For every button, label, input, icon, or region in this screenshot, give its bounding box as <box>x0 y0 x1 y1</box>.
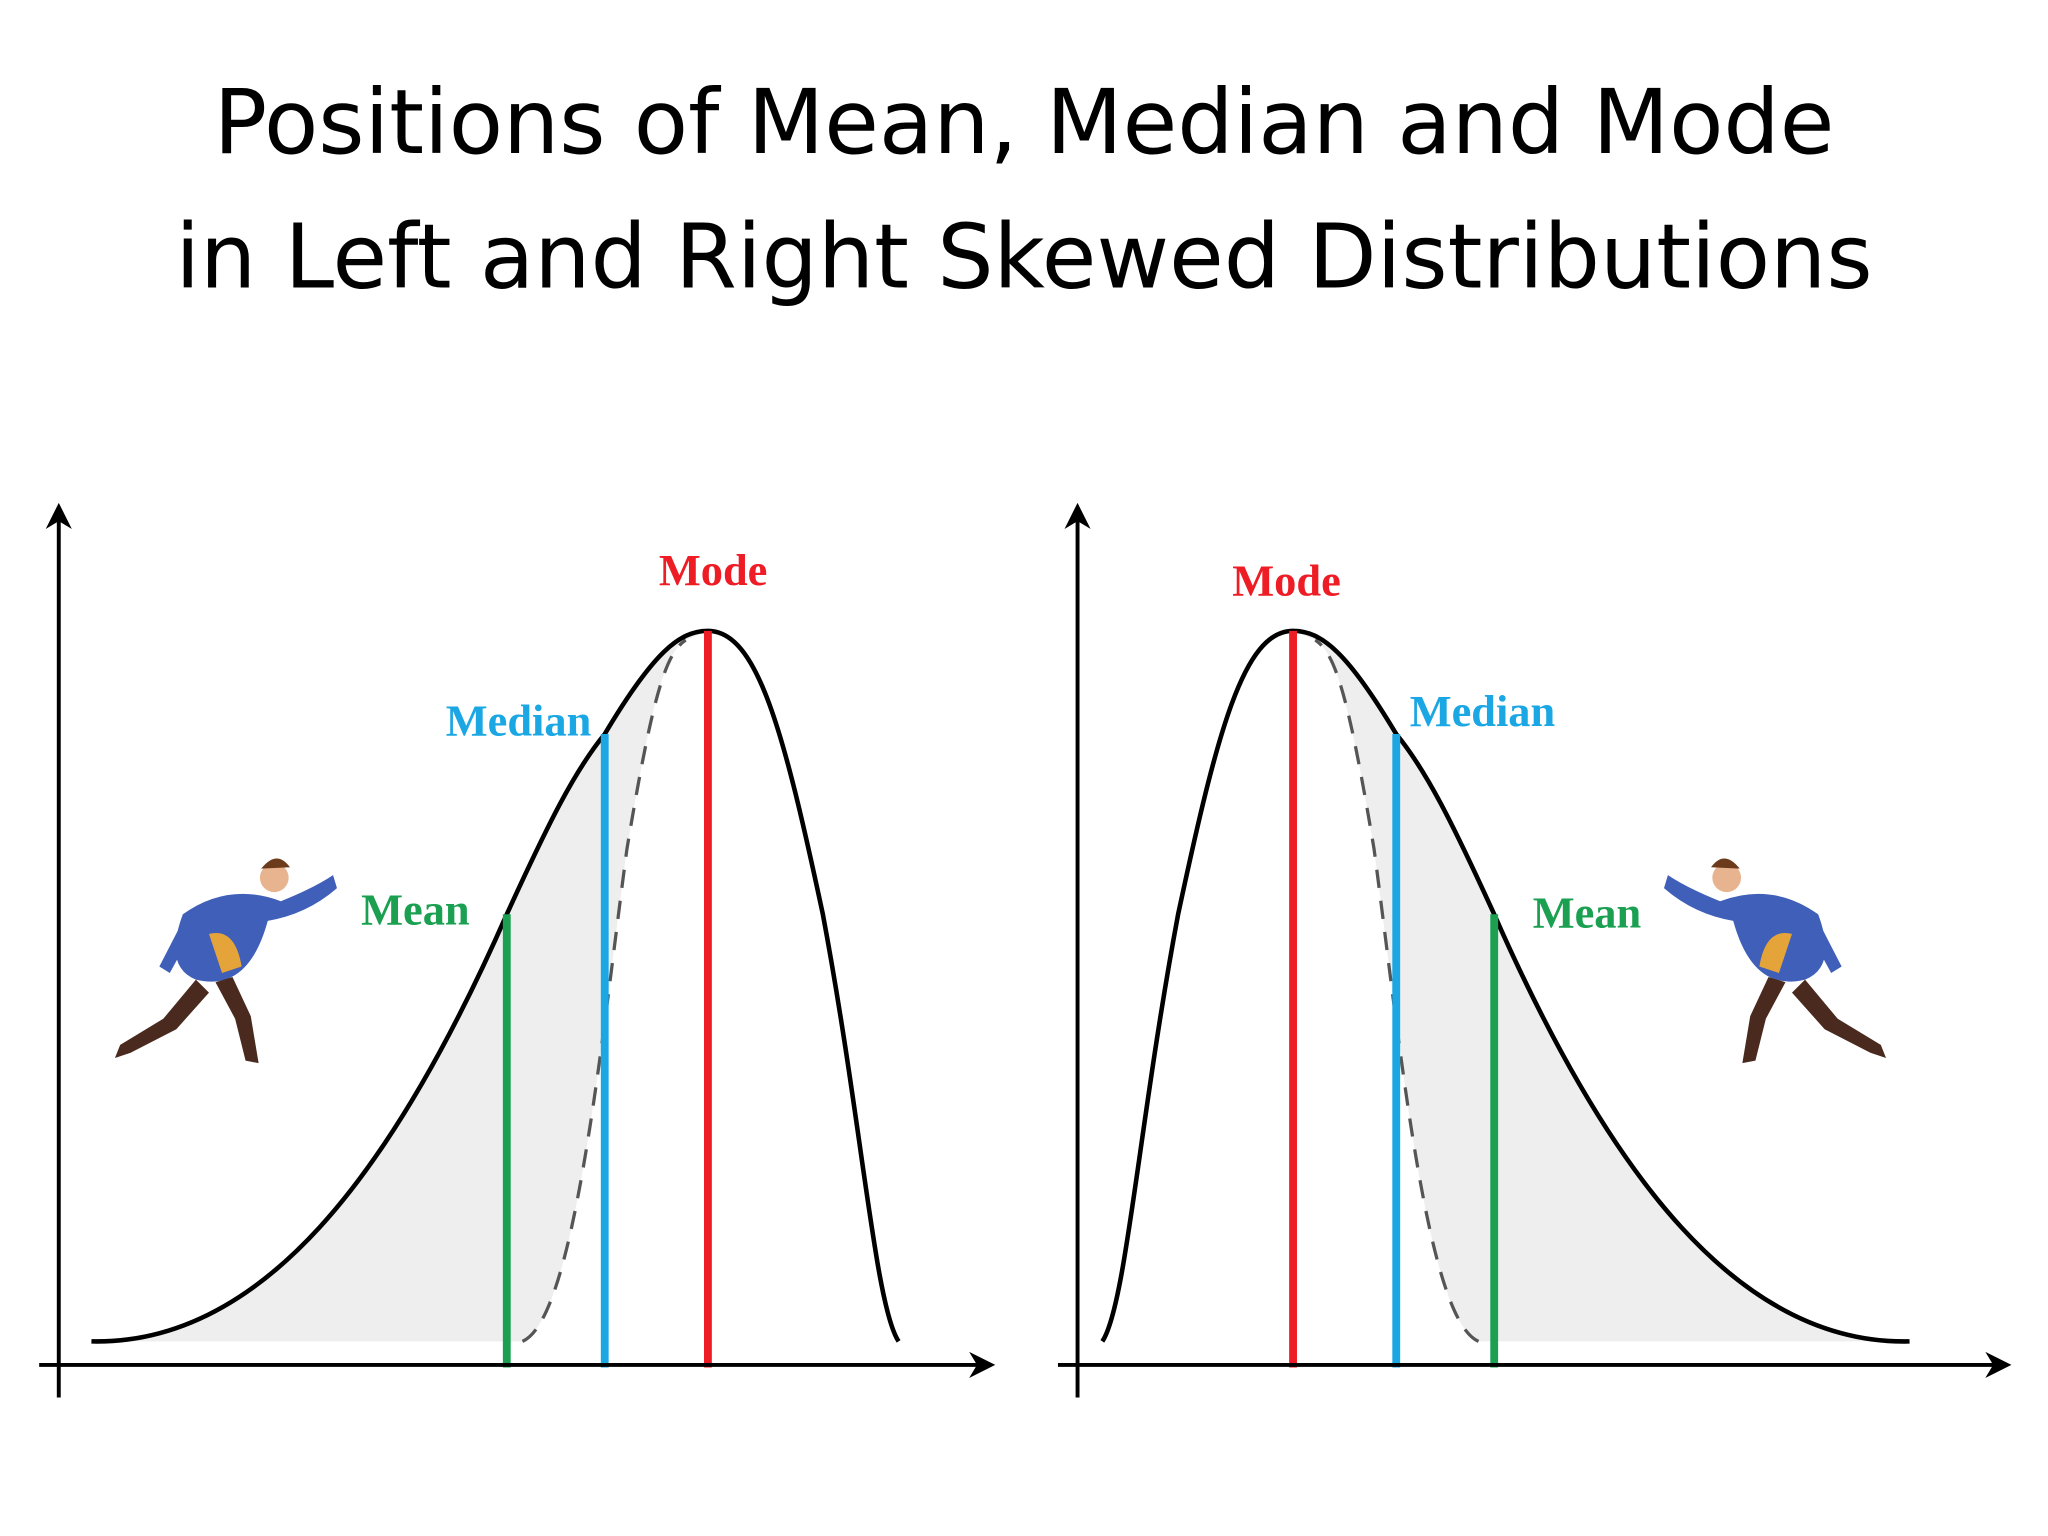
title-line: Positions of Mean, Median and Mode <box>214 71 1835 174</box>
median-label: Median <box>446 695 592 745</box>
mirrored-graphics <box>1102 631 1909 1368</box>
title-line: in Left and Right Skewed Distributions <box>175 205 1872 308</box>
left-skew-panel: Mode Median Mean <box>39 502 996 1398</box>
pushing-person <box>114 858 337 1064</box>
mean-label: Mean <box>361 885 470 935</box>
mode-label: Mode <box>659 545 767 595</box>
pushing-person <box>1664 858 1887 1064</box>
mean-label: Mean <box>1533 887 1642 937</box>
right-skew-panel: Mode Median Mean <box>1057 502 2012 1398</box>
median-label: Median <box>1410 686 1556 736</box>
mode-label: Mode <box>1232 556 1340 606</box>
distribution-curve <box>1102 631 1909 1368</box>
